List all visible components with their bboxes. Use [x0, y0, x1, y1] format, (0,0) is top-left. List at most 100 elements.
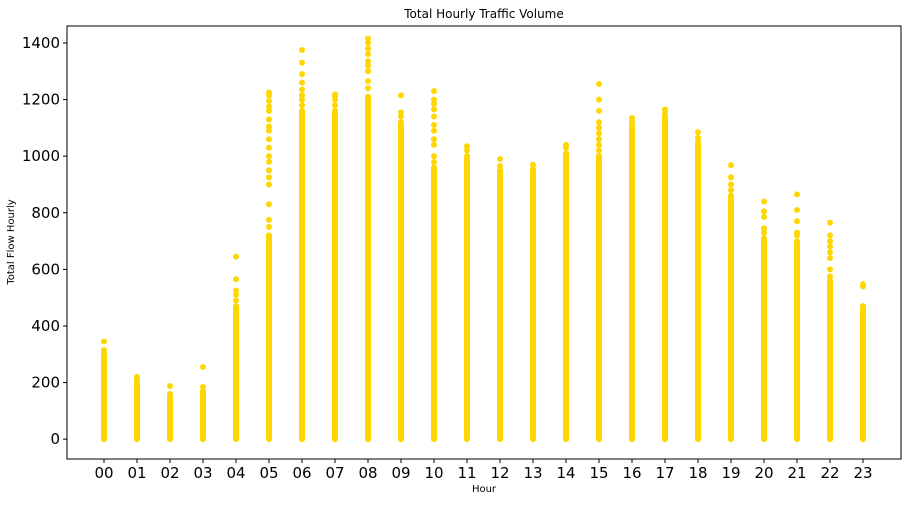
data-point: [728, 162, 734, 169]
data-point: [464, 147, 470, 154]
x-tick-label: 13: [523, 464, 542, 482]
x-tick-label: 18: [688, 464, 707, 482]
data-point: [266, 201, 272, 208]
data-point: [431, 106, 437, 113]
x-tick-label: 14: [556, 464, 575, 482]
data-point: [431, 158, 437, 165]
dense-points-column: [134, 379, 140, 443]
data-point: [761, 198, 767, 205]
y-tick-label: 1200: [22, 91, 60, 109]
data-point: [728, 181, 734, 188]
data-point: [431, 88, 437, 95]
data-point: [101, 338, 107, 345]
data-point: [266, 223, 272, 230]
data-point: [596, 147, 602, 154]
dense-points-column: [200, 388, 206, 443]
data-point: [596, 119, 602, 126]
x-tick-label: 03: [193, 464, 212, 482]
x-tick-label: 00: [94, 464, 113, 482]
dense-points-column: [728, 192, 734, 443]
x-tick-label: 15: [589, 464, 608, 482]
data-point: [596, 130, 602, 137]
x-tick-label: 11: [457, 464, 476, 482]
data-point: [299, 47, 305, 54]
data-point: [200, 364, 206, 371]
data-point: [332, 102, 338, 109]
data-point: [695, 134, 701, 141]
data-point: [266, 103, 272, 110]
data-point: [761, 208, 767, 215]
data-point: [398, 109, 404, 116]
y-tick-label: 1400: [22, 34, 60, 52]
data-point: [365, 35, 371, 42]
data-point: [299, 59, 305, 66]
dense-points-column: [431, 164, 437, 443]
dense-points-column: [497, 167, 503, 443]
data-point: [563, 141, 569, 148]
data-point: [398, 113, 404, 120]
x-tick-label: 23: [853, 464, 872, 482]
dense-points-column: [167, 393, 173, 443]
x-tick-label: 19: [721, 464, 740, 482]
chart-title: Total Hourly Traffic Volume: [403, 7, 564, 21]
data-point: [365, 45, 371, 52]
x-tick-label: 09: [391, 464, 410, 482]
data-point: [233, 253, 239, 260]
dense-points-column: [464, 153, 470, 443]
dense-points-column: [266, 232, 272, 443]
dense-points-column: [563, 150, 569, 443]
data-point: [431, 141, 437, 148]
data-point: [530, 161, 536, 168]
data-point: [827, 249, 833, 256]
data-points-layer: [101, 35, 866, 443]
data-point: [266, 216, 272, 223]
dense-points-column: [596, 153, 602, 443]
x-tick-label: 17: [655, 464, 674, 482]
data-point: [299, 79, 305, 86]
dense-points-column: [794, 238, 800, 443]
x-tick-label: 06: [292, 464, 311, 482]
data-point: [431, 127, 437, 134]
data-point: [761, 229, 767, 236]
data-point: [299, 71, 305, 78]
data-point: [233, 297, 239, 304]
data-point: [827, 238, 833, 245]
dense-points-column: [398, 119, 404, 443]
dense-points-column: [860, 303, 866, 443]
x-tick-label: 16: [622, 464, 641, 482]
data-point: [233, 287, 239, 294]
x-axis-label: Hour: [472, 484, 497, 495]
data-point: [431, 122, 437, 129]
data-point: [794, 191, 800, 198]
data-point: [596, 136, 602, 143]
data-point: [233, 276, 239, 283]
data-point: [266, 89, 272, 96]
data-point: [266, 153, 272, 160]
data-point: [134, 373, 140, 380]
x-axis-ticks: 00 01 02 03 04 05 06 07 08 09 10 11 12 13 14 15 16 17 18 19…: [94, 459, 873, 482]
y-tick-label: 1000: [22, 147, 60, 165]
dense-points-column: [695, 139, 701, 443]
data-point: [332, 91, 338, 98]
data-point: [266, 144, 272, 151]
y-tick-label: 200: [31, 374, 60, 392]
data-point: [200, 383, 206, 390]
y-tick-label: 800: [31, 204, 60, 222]
x-tick-label: 05: [259, 464, 278, 482]
data-point: [629, 114, 635, 121]
dense-points-column: [761, 235, 767, 443]
plot-frame: [66, 25, 902, 460]
data-point: [827, 219, 833, 226]
x-tick-label: 20: [754, 464, 773, 482]
x-tick-label: 08: [358, 464, 377, 482]
data-point: [365, 62, 371, 69]
data-point: [827, 243, 833, 250]
y-axis-label: Total Flow Hourly: [6, 199, 17, 285]
data-point: [365, 58, 371, 65]
data-point: [266, 167, 272, 174]
data-point: [728, 187, 734, 194]
data-point: [431, 96, 437, 103]
data-point: [497, 156, 503, 163]
data-point: [596, 96, 602, 103]
data-point: [365, 68, 371, 75]
